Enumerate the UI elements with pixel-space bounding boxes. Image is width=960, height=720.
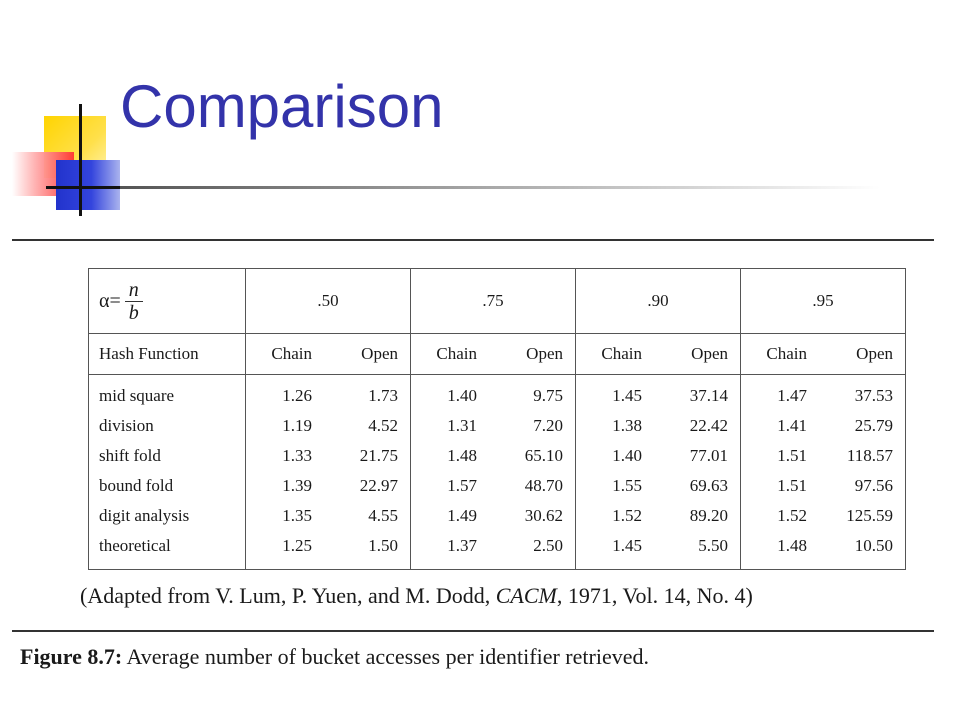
comparison-table: α= n b .50 .75 .90 .95 Hash Function Cha… xyxy=(88,268,906,570)
table-cell: 1.47 xyxy=(740,374,807,411)
table-row: division 1.19 4.52 1.31 7.20 1.38 22.42 … xyxy=(89,411,906,441)
open-header: Open xyxy=(642,333,741,375)
open-header: Open xyxy=(807,333,906,375)
table-cell: 1.38 xyxy=(575,411,642,441)
table-cell: 25.79 xyxy=(854,416,893,435)
open-header: Open xyxy=(312,333,411,375)
source-citation: (Adapted from V. Lum, P. Yuen, and M. Do… xyxy=(80,583,753,609)
table-cell: 1.37 xyxy=(410,531,477,570)
table-cell: 1.51 xyxy=(740,471,807,501)
table-cell: 1.40 xyxy=(575,441,642,471)
table-cell: 1.45 xyxy=(575,374,642,411)
table-cell: 1.26 xyxy=(245,374,312,411)
group-header: .75 xyxy=(410,268,576,334)
table-row: digit analysis 1.35 4.55 1.49 30.62 1.52… xyxy=(89,501,906,531)
group-header: .50 xyxy=(245,268,411,334)
table-cell: 1.52 xyxy=(740,501,807,531)
table-cell: 4.52 xyxy=(368,416,398,435)
table-cell: 1.40 xyxy=(410,374,477,411)
figure-caption: Figure 8.7: Average number of bucket acc… xyxy=(20,644,649,670)
table-cell: 10.50 xyxy=(854,536,893,555)
table-cell: 1.48 xyxy=(410,441,477,471)
table-cell: 125.59 xyxy=(846,506,893,525)
blue-square-graphic xyxy=(56,160,120,210)
figure-top-rule xyxy=(12,239,934,241)
table-cell: 77.01 xyxy=(689,446,728,465)
table-row: theoretical 1.25 1.50 1.37 2.50 1.45 5.5… xyxy=(89,531,906,570)
table-cell: 22.42 xyxy=(689,416,728,435)
caption-text: Average number of bucket accesses per id… xyxy=(122,644,649,669)
row-label: mid square xyxy=(99,386,175,405)
caption-label: Figure 8.7: xyxy=(20,644,123,669)
table-cell: 1.51 xyxy=(740,441,807,471)
table-cell: 1.25 xyxy=(245,531,312,570)
table-cell: 9.75 xyxy=(533,386,563,405)
open-header: Open xyxy=(477,333,576,375)
alpha-label: α= xyxy=(99,289,121,312)
alpha-denominator: b xyxy=(128,301,139,324)
alpha-fraction: n b xyxy=(124,279,143,324)
source-suffix: , 1971, Vol. 14, No. 4) xyxy=(556,583,753,608)
table-cell: 1.39 xyxy=(245,471,312,501)
table-cell: 1.19 xyxy=(245,411,312,441)
alpha-formula: α= n b xyxy=(99,279,143,324)
table-cell: 37.14 xyxy=(689,386,728,405)
table-cell: 1.31 xyxy=(410,411,477,441)
title-decoration xyxy=(0,0,140,220)
table-cell: 2.50 xyxy=(533,536,563,555)
table-row: mid square 1.26 1.73 1.40 9.75 1.45 37.1… xyxy=(89,374,906,411)
table-cell: 1.55 xyxy=(575,471,642,501)
table-header-row: α= n b .50 .75 .90 .95 xyxy=(88,268,906,334)
row-label: theoretical xyxy=(99,536,171,555)
table-cell: 1.52 xyxy=(575,501,642,531)
table-cell: 1.45 xyxy=(575,531,642,570)
chain-header: Chain xyxy=(245,333,312,375)
table-cell: 37.53 xyxy=(854,386,893,405)
source-journal: CACM xyxy=(495,583,557,608)
table-cell: 97.56 xyxy=(854,476,893,495)
table-cell: 21.75 xyxy=(359,446,398,465)
table-cell: 65.10 xyxy=(524,446,563,465)
table-cell: 1.41 xyxy=(740,411,807,441)
table-cell: 1.33 xyxy=(245,441,312,471)
table-cell: 89.20 xyxy=(689,506,728,525)
title-underline xyxy=(120,186,880,189)
table-cell: 7.20 xyxy=(533,416,563,435)
table-cell: 1.35 xyxy=(245,501,312,531)
table-cell: 1.50 xyxy=(368,536,398,555)
alpha-cell: α= n b xyxy=(88,268,246,334)
chain-header: Chain xyxy=(410,333,477,375)
row-label: digit analysis xyxy=(99,506,190,525)
table-cell: 69.63 xyxy=(689,476,728,495)
table-cell: 1.49 xyxy=(410,501,477,531)
table-cell: 1.73 xyxy=(368,386,398,405)
chain-header: Chain xyxy=(740,333,807,375)
row-label: bound fold xyxy=(99,476,174,495)
table-row: bound fold 1.39 22.97 1.57 48.70 1.55 69… xyxy=(89,471,906,501)
alpha-numerator: n xyxy=(124,279,143,302)
table-row: shift fold 1.33 21.75 1.48 65.10 1.40 77… xyxy=(89,441,906,471)
table-cell: 30.62 xyxy=(524,506,563,525)
table-cell: 1.48 xyxy=(740,531,807,570)
row-label: division xyxy=(99,416,154,435)
table-cell: 1.57 xyxy=(410,471,477,501)
hash-function-header: Hash Function xyxy=(88,333,246,375)
group-header: .95 xyxy=(740,268,906,334)
slide-title: Comparison xyxy=(120,73,444,140)
table-cell: 22.97 xyxy=(359,476,398,495)
row-label: shift fold xyxy=(99,446,161,465)
table-cell: 4.55 xyxy=(368,506,398,525)
table-cell: 118.57 xyxy=(846,446,893,465)
group-header: .90 xyxy=(575,268,741,334)
table-cell: 5.50 xyxy=(698,536,728,555)
decoration-vertical-line xyxy=(79,104,82,216)
table-cell: 48.70 xyxy=(524,476,563,495)
chain-header: Chain xyxy=(575,333,642,375)
table-subheader-row: Hash Function Chain Open Chain Open Chai… xyxy=(88,333,906,375)
figure-bottom-rule xyxy=(12,630,934,632)
source-prefix: (Adapted from V. Lum, P. Yuen, and M. Do… xyxy=(80,583,496,608)
decoration-horizontal-line xyxy=(46,186,126,189)
